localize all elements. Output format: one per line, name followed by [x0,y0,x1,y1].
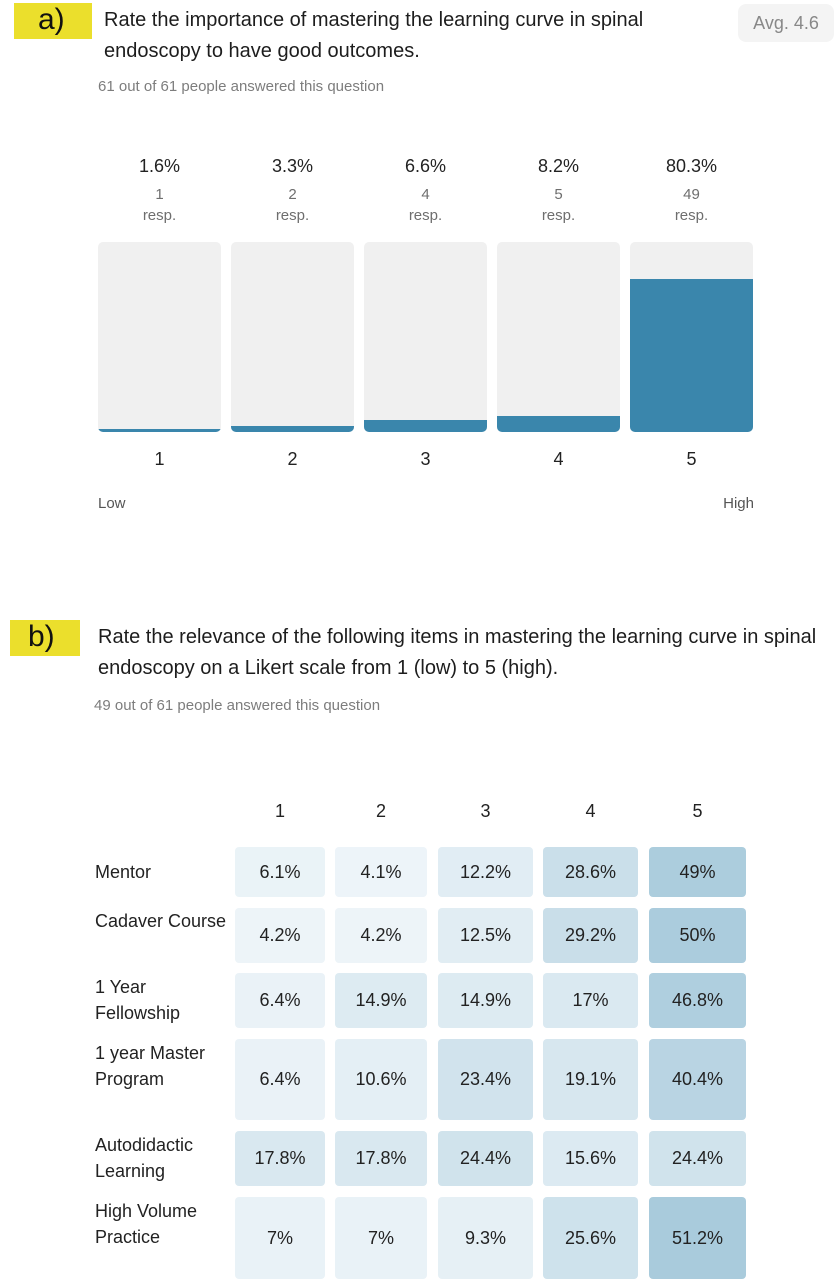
column-header: 3 [480,801,491,821]
bar-percent-label: 80.3% [665,156,718,176]
panel-b-tag: b) [10,620,80,656]
heatmap-cell: 24.4% [649,1131,746,1186]
heatmap-cell: 40.4% [649,1039,746,1120]
column-header: 4 [585,801,596,821]
bar-track [630,242,753,432]
bar-count-label: 4 [421,186,430,203]
row-label: 1 Year Fellowship [95,977,181,1023]
bar [497,416,620,432]
bar [630,279,753,432]
column-header: 2 [375,801,386,821]
heatmap-cell: 4.2% [235,908,325,963]
x-tick-label: 1 [154,449,165,469]
heatmap-cell: 6.4% [235,1039,325,1120]
bar-count-label: 1 [155,186,164,203]
heatmap-cell: 9.3% [438,1197,533,1279]
heatmap-cell: 6.4% [235,973,325,1028]
bar-count-unit: resp. [275,207,310,224]
bar-track [364,242,487,432]
average-badge: Avg. 4.6 [738,4,834,42]
x-tick-label: 5 [686,449,697,469]
bar [364,419,487,432]
heatmap-cell: 17.8% [235,1131,325,1186]
bar-count-label: 49 [683,186,700,203]
heatmap-cell: 15.6% [543,1131,638,1186]
heatmap-cell: 12.2% [438,847,533,897]
question-a-title: Rate the importance of mastering the lea… [104,9,644,62]
heatmap-cell: 49% [649,847,746,897]
heatmap-cell: 10.6% [335,1039,427,1120]
bar-percent-label: 8.2% [537,156,580,176]
bar-percent-label: 6.6% [404,156,447,176]
bar-count-unit: resp. [408,207,443,224]
heatmap-cell: 7% [235,1197,325,1279]
heatmap-cell: 4.2% [335,908,427,963]
heatmap-cell: 50% [649,908,746,963]
bar-count-unit: resp. [674,207,709,224]
heatmap-cell: 17% [543,973,638,1028]
bar-track [98,242,221,432]
bar-count-unit: resp. [541,207,576,224]
row-label: 1 year Master Program [95,1043,206,1089]
x-tick-label: 2 [287,449,298,469]
heatmap-cell: 14.9% [335,973,427,1028]
heatmap-cell: 19.1% [543,1039,638,1120]
heatmap-cell: 24.4% [438,1131,533,1186]
bar [231,425,354,432]
column-header: 1 [274,801,285,821]
row-label: Autodidactic Learning [95,1135,194,1181]
heatmap-cell: 51.2% [649,1197,746,1279]
heatmap-cell: 28.6% [543,847,638,897]
question-b-title: Rate the relevance of the following item… [98,626,817,679]
row-label: Mentor [95,862,152,882]
heatmap-cell: 4.1% [335,847,427,897]
x-tick-label: 4 [553,449,564,469]
x-tick-label: 3 [420,449,431,469]
question-b-response-count: 49 out of 61 people answered this questi… [94,697,381,714]
row-label: High Volume Practice [95,1201,198,1247]
bar-percent-label: 3.3% [271,156,314,176]
panel-a-tag: a) [14,3,92,39]
scale-low-label: Low [98,495,126,512]
bar-track [497,242,620,432]
bar [98,429,221,432]
heatmap-cell: 6.1% [235,847,325,897]
row-label: Cadaver Course [95,911,227,931]
heatmap-cell: 25.6% [543,1197,638,1279]
heatmap-cell: 23.4% [438,1039,533,1120]
bar-percent-label: 1.6% [138,156,181,176]
heatmap-cell: 29.2% [543,908,638,963]
column-header: 5 [692,801,703,821]
heatmap-cell: 12.5% [438,908,533,963]
bar-count-label: 2 [288,186,297,203]
heatmap-cell: 17.8% [335,1131,427,1186]
bar-track [231,242,354,432]
question-a-response-count: 61 out of 61 people answered this questi… [98,78,385,95]
bar-count-unit: resp. [142,207,177,224]
scale-high-label: High [723,495,754,512]
heatmap-cell: 7% [335,1197,427,1279]
heatmap-cell: 46.8% [649,973,746,1028]
heatmap-cell: 14.9% [438,973,533,1028]
bar-count-label: 5 [554,186,563,203]
